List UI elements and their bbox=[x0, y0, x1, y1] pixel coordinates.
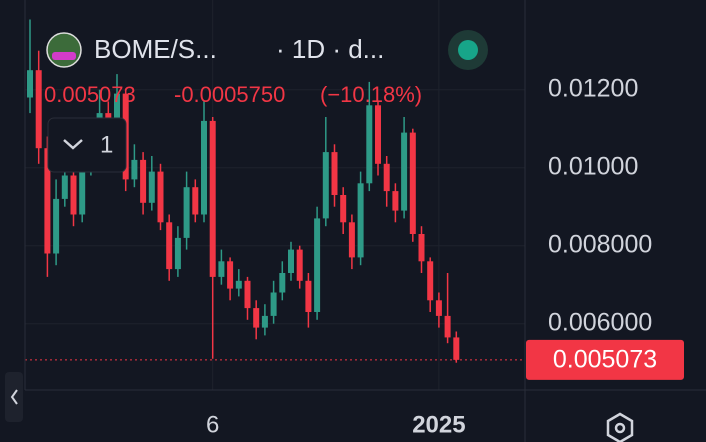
candle-body bbox=[418, 234, 425, 262]
candle-body bbox=[244, 280, 251, 309]
chevron-icon bbox=[63, 139, 83, 150]
symbol-icon-detail bbox=[52, 52, 76, 60]
candle-body bbox=[401, 132, 408, 211]
candle-body bbox=[157, 171, 164, 223]
candle-body bbox=[340, 195, 347, 223]
candle-body bbox=[305, 280, 312, 312]
candle-body bbox=[79, 163, 86, 215]
price-change-pct: (−10.18%) bbox=[320, 82, 422, 107]
last-price-tag bbox=[526, 339, 684, 380]
x-tick-label: 6 bbox=[206, 411, 219, 438]
candle-body bbox=[70, 175, 77, 215]
last-price-label: 0.005073 bbox=[553, 345, 657, 373]
candle-body bbox=[192, 187, 199, 215]
candle-body bbox=[392, 191, 399, 211]
candle-body bbox=[270, 292, 277, 316]
candle-body bbox=[427, 261, 434, 301]
status-dot[interactable] bbox=[458, 40, 478, 60]
y-tick-label: 0.008000 bbox=[548, 230, 652, 258]
candle-body bbox=[453, 337, 460, 360]
candle-body bbox=[35, 70, 42, 149]
candle-body bbox=[227, 261, 234, 289]
indicator-count: 1 bbox=[100, 131, 113, 158]
settings-icon[interactable] bbox=[606, 412, 634, 442]
candle-body bbox=[253, 308, 260, 328]
candle-body bbox=[444, 315, 451, 338]
candle-body bbox=[166, 222, 173, 270]
symbol[interactable]: BOME/S... bbox=[94, 34, 217, 64]
last-price: 0.005073 bbox=[44, 82, 136, 107]
candle-body bbox=[296, 249, 303, 281]
candle-body bbox=[27, 70, 33, 98]
candle-body bbox=[383, 163, 390, 192]
candle-body bbox=[331, 152, 338, 195]
candle-body bbox=[140, 159, 147, 203]
candle-body bbox=[261, 315, 268, 328]
y-tick-label: 0.01200 bbox=[548, 74, 638, 102]
side-tab[interactable] bbox=[5, 372, 23, 422]
symbol-icon[interactable] bbox=[46, 32, 82, 68]
price-change: -0.0005750 bbox=[174, 82, 285, 107]
candle-body bbox=[131, 159, 138, 180]
candle-body bbox=[288, 249, 294, 273]
candle-body bbox=[148, 171, 155, 203]
settings-icon-center bbox=[614, 422, 626, 434]
candle-body bbox=[61, 175, 68, 199]
candle-body bbox=[357, 183, 364, 258]
candle-body bbox=[314, 218, 321, 312]
candle-body bbox=[201, 120, 207, 215]
candle-body bbox=[375, 105, 381, 164]
candle-body bbox=[53, 198, 60, 254]
candle-body bbox=[183, 187, 190, 238]
side-tab-icon bbox=[10, 389, 18, 405]
candle-body bbox=[366, 105, 373, 184]
interval[interactable]: · 1D · d... bbox=[276, 34, 384, 64]
indicators-toggle[interactable] bbox=[47, 117, 127, 173]
candle-body bbox=[218, 261, 225, 277]
y-tick-label: 0.01000 bbox=[548, 152, 638, 180]
candle-body bbox=[174, 237, 181, 270]
x-tick-label: 2025 bbox=[412, 411, 465, 438]
candle-body bbox=[348, 222, 355, 258]
candle-body bbox=[409, 132, 416, 234]
candle-body bbox=[44, 148, 51, 254]
candle-body bbox=[209, 120, 216, 277]
candle-body bbox=[235, 280, 242, 289]
candle-body bbox=[322, 152, 329, 219]
candle-body bbox=[435, 300, 442, 316]
y-tick-label: 0.006000 bbox=[548, 308, 652, 336]
candle-body bbox=[279, 273, 286, 293]
